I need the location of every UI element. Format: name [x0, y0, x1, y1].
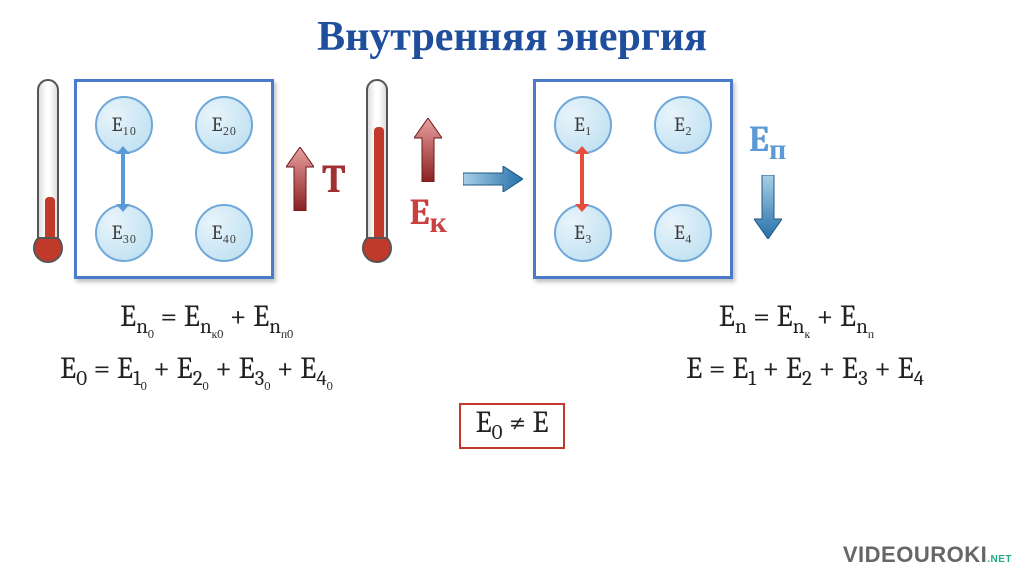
kinetic-energy-labels: Eк [409, 118, 446, 240]
temperature-labels: T [286, 147, 345, 211]
red-up-arrow-icon [414, 118, 442, 182]
thermometer-high [357, 79, 397, 279]
distance-arrow-right [580, 154, 584, 204]
formula-En: En = Enк + Enп [719, 299, 874, 341]
particle-box-left: E₁₀ E₂₀ E₃₀ E₄₀ [74, 79, 274, 279]
particle-E2: E₂ [654, 96, 712, 154]
particle-E4: E₄ [654, 204, 712, 262]
formula-En0: En0 = Enк0 + Enп0 [120, 299, 293, 341]
particle-E40: E₄₀ [195, 204, 253, 262]
t-label: T [322, 156, 345, 202]
particle-E3: E₃ [554, 204, 612, 262]
ek-label: Eк [409, 192, 446, 240]
ep-label: Eп [749, 119, 786, 167]
distance-arrow-left [121, 154, 125, 204]
particle-E30: E₃₀ [95, 204, 153, 262]
formula-E0-sum: E0 = E10 + E20 + E30 + E40 [60, 351, 333, 393]
blue-right-arrow-icon [463, 166, 523, 192]
thermo-low-fill [45, 197, 55, 237]
watermark: VIDEOUROKI.NET [843, 542, 1012, 568]
formula-E-sum: E = E1 + E2 + E3 + E4 [686, 351, 924, 393]
red-up-arrow-icon [286, 147, 314, 211]
blue-down-arrow-icon [754, 175, 782, 239]
thermo-high-fill [374, 127, 384, 237]
thermometer-low [28, 79, 68, 279]
formula-E0-ne-E: E0 ≠ E [459, 403, 564, 449]
potential-energy-labels: Eп [749, 119, 786, 239]
formulas-block: En0 = Enк0 + Enп0 En = Enк + Enп E0 = E1… [0, 289, 1024, 449]
particle-box-right: E₁ E₂ E₃ E₄ [533, 79, 733, 279]
diagram-row: E₁₀ E₂₀ E₃₀ E₄₀ T E [0, 61, 1024, 289]
page-title: Внутренняя энергия [0, 0, 1024, 61]
particle-E20: E₂₀ [195, 96, 253, 154]
